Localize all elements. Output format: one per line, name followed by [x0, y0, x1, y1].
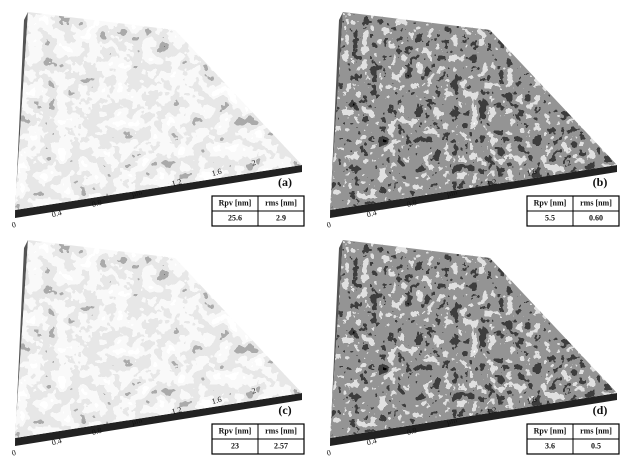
- panel-label: (d): [593, 403, 608, 417]
- table-value: 0.60: [589, 213, 603, 222]
- table-value: 25.6: [228, 213, 242, 222]
- table-header: rms [nm]: [265, 198, 297, 207]
- table-value: 0.5: [591, 441, 601, 450]
- table-header: rms [nm]: [580, 426, 612, 435]
- axis-label: 0: [326, 448, 332, 456]
- panel-label: (b): [593, 175, 608, 189]
- table-header: Rpv [nm]: [219, 198, 252, 207]
- table-value: 23: [231, 441, 239, 450]
- table-value: 3.6: [545, 441, 555, 450]
- table-value: 2.57: [274, 441, 288, 450]
- axis-label: 0: [326, 220, 332, 230]
- table-value: 5.5: [545, 213, 555, 222]
- axis-label: 0: [11, 448, 17, 456]
- axis-label: 0: [11, 220, 17, 230]
- afm-surface: [0, 0, 310, 220]
- afm-surface: [315, 228, 625, 448]
- panel-label: (a): [278, 175, 292, 189]
- table-header: rms [nm]: [580, 198, 612, 207]
- afm-surface: [315, 0, 625, 220]
- table-header: rms [nm]: [265, 426, 297, 435]
- table-value: 2.9: [276, 213, 286, 222]
- figure: 00.40.8μm1.21.62(a)Rpv [nm]25.6rms [nm]2…: [0, 0, 629, 456]
- table-header: Rpv [nm]: [219, 426, 252, 435]
- table-header: Rpv [nm]: [534, 426, 567, 435]
- afm-surface: [0, 228, 310, 448]
- table-header: Rpv [nm]: [534, 198, 567, 207]
- panel-label: (c): [278, 403, 291, 417]
